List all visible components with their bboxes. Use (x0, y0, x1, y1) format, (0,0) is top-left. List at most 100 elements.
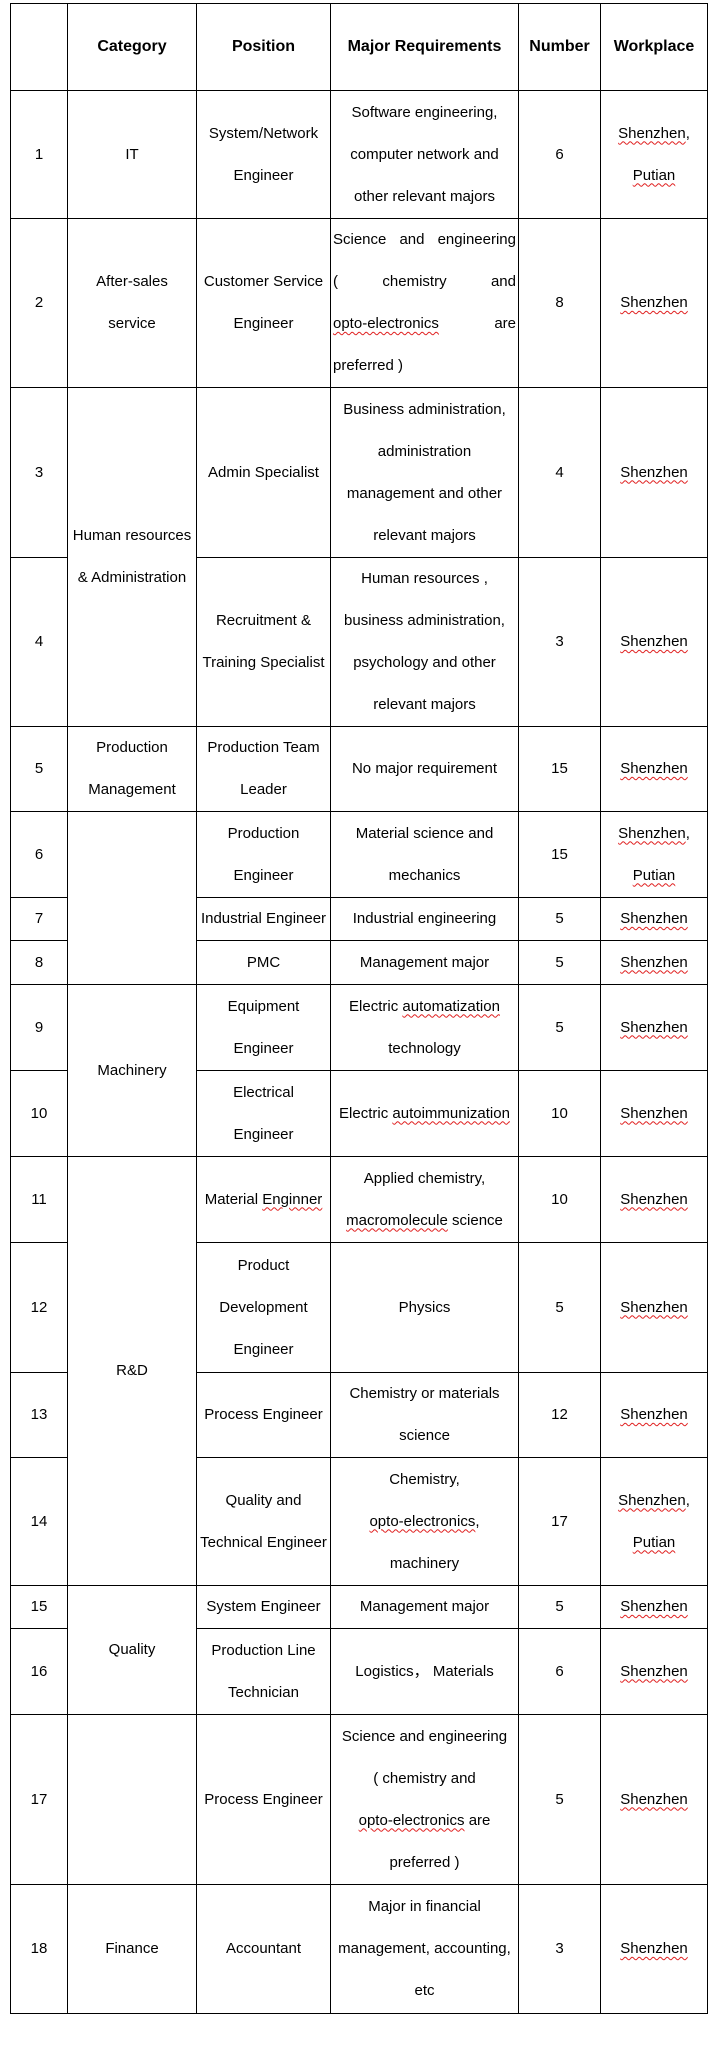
table-row: 1 IT System/Network Engineer Software engine… (10, 90, 708, 219)
workplace-cell-line: Shenzhen (603, 1651, 705, 1693)
row-number: 12 (10, 1242, 68, 1373)
position-cell-line: System Engineer (206, 1598, 321, 1615)
spellcheck-flag: Putian (632, 1533, 676, 1551)
requirements-cell-line: Management major (359, 953, 490, 971)
spellcheck-flag: automatization (402, 997, 500, 1015)
header-no (10, 3, 68, 91)
workplace-cell: Shenzhen (600, 726, 708, 812)
category-cell-line: Finance (105, 1940, 159, 1957)
headcount: 5 (518, 897, 601, 941)
position-cell: Production Line Technician (196, 1628, 331, 1715)
workplace-cell-line: Shenzhen (603, 1179, 705, 1221)
position-cell-line: Industrial Engineer (200, 910, 327, 927)
workplace-cell: Shenzhen (600, 1070, 708, 1157)
position-cell-line: Engineer (233, 1125, 294, 1143)
requirements-cell-line: relevant majors (373, 526, 476, 544)
position-cell: Equipment Engineer (196, 984, 331, 1071)
workplace-cell-line: Shenzhen (603, 452, 705, 494)
requirements-cell-line: administration (377, 442, 472, 460)
requirements-cell: Chemistry or materials science (330, 1372, 519, 1458)
requirements-cell-line: Applied chemistry, (363, 1169, 486, 1187)
workplace-cell-line: Shenzhen (603, 942, 705, 984)
position-cell-line: Development (219, 1298, 308, 1316)
position-cell-line: System/Network (208, 124, 319, 142)
requirements-cell: No major requirement (330, 726, 519, 812)
category-cell: Human resources & Administration (67, 387, 197, 727)
header-row: Category Position Major Requirements Num… (10, 3, 708, 91)
position-cell-line: PMC (246, 953, 281, 971)
row-number: 8 (10, 940, 68, 985)
spellcheck-flag: opto-electronics (358, 1811, 465, 1829)
spellcheck-flag: Putian (632, 866, 676, 884)
workplace-cell: Shenzhen (600, 1372, 708, 1458)
requirements-cell: Applied chemistry, macromolecule science (330, 1156, 519, 1243)
position-cell-line: Production (227, 824, 300, 842)
category-cell-line: IT (125, 145, 139, 163)
spellcheck-flag: Shenzhen (620, 633, 688, 650)
requirements-cell: Major in financial management, accounting… (330, 1884, 519, 2014)
category-cell: After-sales service (67, 218, 197, 388)
position-cell-line: Engineer (233, 315, 294, 332)
requirements-cell-line: Industrial engineering (352, 910, 497, 927)
category-cell-line: & Administration (77, 569, 187, 586)
headcount: 5 (518, 1585, 601, 1629)
requirements-cell-line: Electric autoimmunization (339, 1104, 510, 1122)
spellcheck-flag: Shenzhen (620, 1406, 688, 1423)
workplace-cell-line: Shenzhen, (618, 124, 690, 142)
row-number: 16 (10, 1628, 68, 1715)
requirements-cell-line: Logistics， Materials (355, 1662, 494, 1680)
category-cell-line: Production (96, 739, 168, 756)
requirements-cell-line: Physics (398, 1298, 451, 1316)
requirements-cell: Human resources , business administration… (330, 557, 519, 727)
requirements-cell-line: psychology and other (353, 654, 496, 671)
spellcheck-flag: Shenzhen (620, 1018, 688, 1036)
headcount: 6 (518, 1628, 601, 1715)
requirements-cell-line: other relevant majors (354, 187, 495, 205)
workplace-cell-line: Shenzhen (603, 621, 705, 663)
table-row: 15 Quality System Engineer Management major… (10, 1585, 708, 1715)
requirements-cell-line: technology (388, 1039, 461, 1057)
spellcheck-flag: Shenzhen (620, 1940, 688, 1957)
workplace-cell: Shenzhen (600, 1585, 708, 1629)
workplace-cell: Shenzhen, Putian (600, 90, 708, 219)
requirements-cell: Science and engineering ( chemistry and op… (330, 1714, 519, 1885)
workplace-cell-line: Shenzhen (603, 1587, 705, 1628)
workplace-cell-line: Putian (603, 855, 705, 897)
workplace-cell: Shenzhen (600, 897, 708, 941)
category-cell: Machinery (67, 984, 197, 1157)
category-cell: Quality (67, 1585, 197, 1715)
position-cell-line: Engineer (233, 166, 294, 184)
position-cell-line: Process Engineer (204, 1406, 323, 1423)
position-cell-line: Admin Specialist (208, 463, 319, 481)
requirements-cell-line: preferred ) (333, 357, 404, 374)
headcount: 10 (518, 1156, 601, 1243)
requirements-cell-line: business administration, (344, 612, 505, 629)
spellcheck-flag: Shenzhen (620, 1190, 688, 1208)
position-cell-line: Production Team (207, 739, 320, 756)
table-row: 7 Industrial Engineer Industrial engineeri… (10, 897, 708, 941)
position-cell-line: Customer Service (203, 273, 324, 290)
workplace-cell: Shenzhen (600, 984, 708, 1071)
row-number: 14 (10, 1457, 68, 1586)
spellcheck-flag: Shenzhen (620, 910, 688, 927)
position-cell: Material Enginner (196, 1156, 331, 1243)
position-cell: Electrical Engineer (196, 1070, 331, 1157)
workplace-cell-line: Shenzhen (603, 1779, 705, 1821)
requirements-cell: Material science and mechanics (330, 811, 519, 898)
row-number: 4 (10, 557, 68, 727)
table-row: 9 Machinery Equipment Engineer Electric auto… (10, 984, 708, 1157)
workplace-cell: Shenzhen (600, 218, 708, 388)
spellcheck-flag: Shenzhen (618, 124, 686, 142)
header-position: Position (196, 3, 331, 91)
workplace-cell: Shenzhen, Putian (600, 1457, 708, 1586)
spellcheck-flag: Shenzhen (620, 1104, 688, 1122)
requirements-cell-line: Material science and (355, 824, 494, 842)
row-number: 2 (10, 218, 68, 388)
headcount: 6 (518, 90, 601, 219)
requirements-cell-line: mechanics (388, 866, 461, 884)
spellcheck-flag: Shenzhen (620, 1598, 688, 1615)
position-cell: Quality and Technical Engineer (196, 1457, 331, 1586)
position-cell-line: Material Enginner (204, 1190, 323, 1208)
category-cell: IT (67, 90, 197, 219)
position-cell: PMC (196, 940, 331, 985)
